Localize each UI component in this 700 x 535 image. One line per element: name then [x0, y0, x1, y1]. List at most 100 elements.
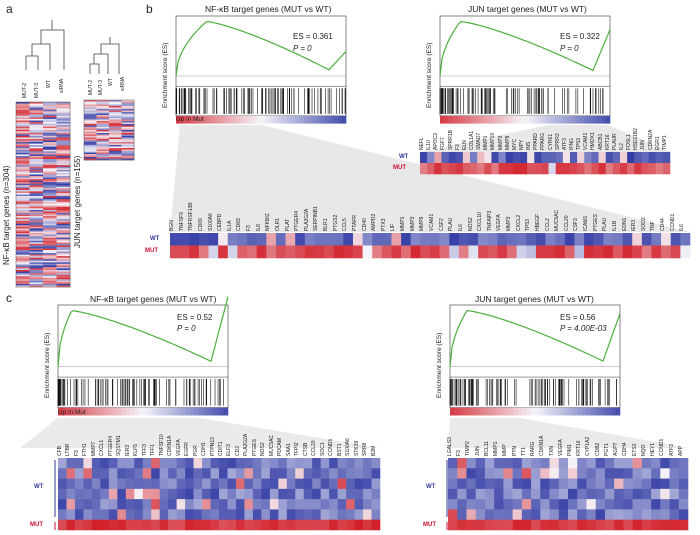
heatmap-cell — [56, 257, 71, 260]
heatmap-cell — [266, 245, 277, 259]
heatmap-cell — [29, 257, 44, 260]
heatmap-cell — [56, 266, 71, 269]
heatmap-cell — [29, 196, 44, 198]
heatmap-cell — [16, 134, 30, 137]
heatmap-cell — [109, 145, 122, 147]
heatmap-cell — [29, 163, 44, 166]
heatmap-cell — [16, 217, 30, 220]
heatmap-cell — [121, 130, 135, 132]
heatmap-cell — [29, 273, 44, 275]
heatmap-cell — [278, 478, 288, 490]
title-c-jun: JUN target genes (MUT vs WT) — [475, 294, 594, 304]
heatmap-cell — [151, 519, 160, 531]
heatmap-cell — [16, 229, 30, 232]
heatmap-cell — [43, 216, 57, 218]
row-label-mut-b-nfkb: MUT — [145, 248, 158, 254]
heatmap-cell — [487, 245, 498, 259]
heatmap-cell — [202, 509, 211, 521]
heatmap-cell — [16, 132, 30, 135]
heatmap-cell — [134, 509, 144, 521]
gene-label: CD40 — [361, 218, 368, 231]
heatmap-cell — [401, 233, 412, 246]
heatmap-cell — [29, 172, 44, 175]
gene-label: ELF3 — [226, 444, 233, 456]
gene-label: IER3 — [124, 444, 131, 456]
heatmap-cell — [498, 163, 507, 175]
heatmap-cell — [29, 279, 44, 282]
heatmap-cell — [343, 245, 354, 259]
heatmap-cell — [43, 202, 57, 205]
gene-label: PTGS2 — [332, 214, 339, 231]
heatmap-cell — [29, 271, 44, 274]
heatmap-cell — [577, 163, 585, 175]
heatmap-cell — [420, 152, 428, 164]
heatmap-cell — [29, 250, 44, 252]
heatmap-cell — [29, 122, 44, 124]
heatmap-cell — [96, 146, 110, 149]
heatmap-cell — [477, 152, 485, 164]
gene-label: MMP3 — [497, 135, 504, 150]
heatmap-cell — [121, 112, 135, 114]
heatmap-cell — [56, 199, 71, 201]
heatmap-cell — [176, 499, 186, 510]
rank-gradient-cell — [188, 115, 194, 124]
heatmap-cell — [29, 120, 44, 123]
gene-label: CCND1 — [669, 213, 676, 231]
heatmap-cell — [29, 200, 44, 203]
heatmap-cell — [56, 109, 71, 112]
heatmap-cell — [470, 152, 478, 164]
heatmap-cell — [244, 519, 254, 531]
heatmap-cell — [121, 110, 135, 113]
heatmap-cell — [623, 519, 633, 531]
heatmap-cell — [16, 112, 30, 115]
rank-gradient-cell — [210, 115, 215, 124]
gene-label: VEGFA — [557, 439, 564, 456]
heatmap-cell — [430, 245, 440, 259]
row-label-mut-c-jun: MUT — [423, 522, 436, 528]
row-label-mut-b-jun: MUT — [393, 165, 406, 171]
heatmap-cell — [29, 209, 44, 212]
heatmap-cell — [540, 519, 550, 531]
heatmap-cell — [329, 458, 338, 469]
heatmap-cell — [295, 488, 305, 500]
heatmap-cell — [586, 468, 596, 479]
gene-label: ABCB1 — [597, 133, 604, 150]
heatmap-cell — [193, 468, 203, 479]
heatmap-cell — [16, 276, 30, 279]
heatmap-cell — [56, 112, 71, 115]
heatmap-cell — [16, 159, 30, 161]
bracket-c-nfkb — [54, 460, 56, 530]
heatmap-cell — [96, 157, 110, 159]
rank-gradient-cell — [197, 115, 202, 124]
gene-label: ATF3 — [561, 138, 568, 150]
heatmap-cell — [96, 140, 110, 143]
heatmap-cell — [29, 206, 44, 209]
heatmap-cell — [96, 124, 110, 126]
heatmap-cell — [210, 499, 220, 510]
rank-gradient-cell — [543, 407, 549, 416]
heatmap-cell — [185, 458, 194, 469]
heatmap-cell — [43, 257, 57, 260]
heatmap-cell — [568, 509, 578, 521]
gene-label: FTH1 — [82, 443, 89, 457]
p-b-nfkb: P = 0 — [293, 44, 312, 53]
heatmap-cell — [84, 127, 97, 129]
heatmap-cell — [16, 192, 30, 195]
heatmap-cell — [84, 136, 97, 138]
heatmap-cell — [660, 499, 670, 510]
heatmap-cell — [16, 163, 30, 166]
heatmap-cell — [548, 163, 557, 175]
gene-label: CDKN1A — [539, 435, 546, 456]
heatmap-cell — [109, 154, 122, 156]
heatmap-cell — [312, 478, 321, 490]
rank-gradient-cell — [475, 407, 481, 416]
heatmap-cell — [269, 519, 279, 531]
heatmap-cell — [595, 509, 606, 521]
gene-label: IER3 — [631, 219, 638, 231]
heatmap-cell — [121, 154, 135, 156]
heatmap-cell — [549, 478, 560, 490]
heatmap-cell — [494, 519, 504, 531]
heatmap-cell — [56, 162, 71, 164]
heatmap-cell — [457, 519, 467, 531]
heatmap-cell — [29, 220, 44, 223]
